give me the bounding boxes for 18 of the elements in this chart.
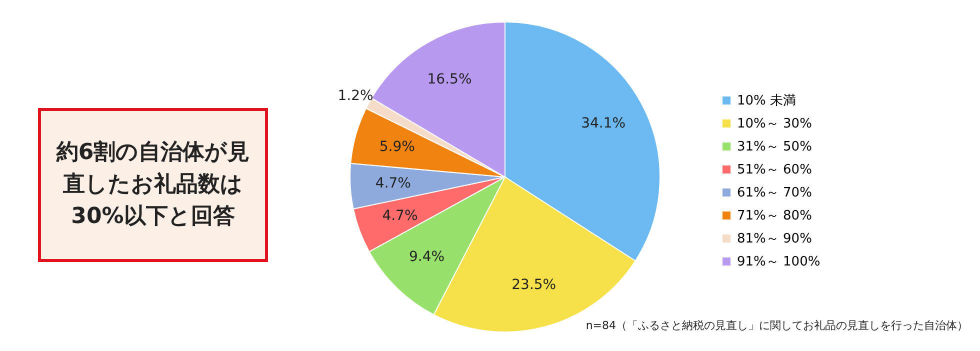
data-label: 23.5% [512, 277, 556, 294]
data-label: 34.1% [581, 115, 626, 132]
legend-label: 10%～ 30% [737, 116, 812, 132]
legend-label: 81%～ 90% [737, 232, 812, 246]
legend-label: 91%～ 100% [737, 254, 820, 270]
text: 約6割の自治体が見直したお礼品数は30%以下と回答 [38, 108, 268, 262]
data-label: 5.9% [379, 138, 415, 155]
data-label: 16.5% [427, 72, 472, 88]
data-label: 4.7% [375, 176, 411, 192]
legend-label: 31%～ 50% [737, 140, 812, 154]
text: n=84（「ふるさと納税の見直し」に関してお礼品の見直しを行った自治体） [586, 318, 968, 333]
legend-label: 10% 未満 [737, 94, 796, 108]
data-label: 4.7% [382, 208, 418, 224]
data-label: 1.2% [338, 88, 374, 104]
legend-label: 51%～ 60% [737, 162, 812, 178]
data-label: 9.4% [409, 249, 445, 266]
legend-label: 71%～ 80% [737, 208, 812, 224]
legend-label: 61%～ 70% [737, 186, 812, 200]
